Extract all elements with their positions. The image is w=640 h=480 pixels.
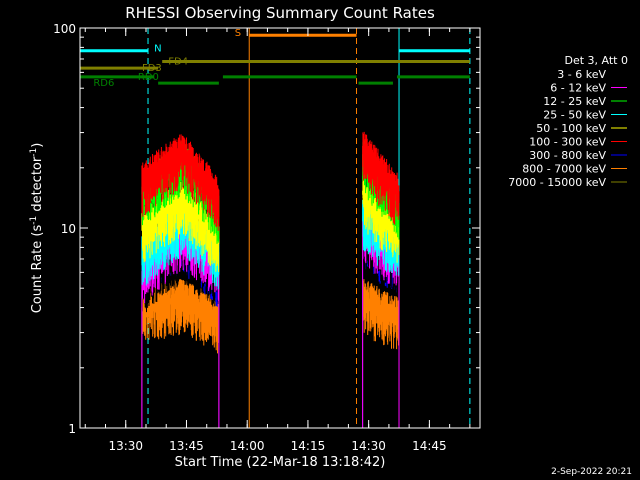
- y-tick-label: 100: [53, 22, 76, 36]
- x-tick-label: 13:45: [169, 439, 204, 453]
- flag-label-rd0: RD0: [138, 72, 159, 83]
- legend-entry-label: 300 - 800 keV: [529, 149, 606, 162]
- series-trace: [141, 134, 220, 231]
- legend-entry-label: 6 - 12 keV: [550, 82, 606, 95]
- y-axis-label-sup2: -1: [29, 148, 39, 157]
- plot-frame: [79, 27, 481, 429]
- x-tick-label: 14:30: [351, 439, 386, 453]
- x-tick-label: 14:15: [291, 439, 326, 453]
- legend-entry-label: 7000 - 15000 keV: [508, 176, 606, 189]
- y-axis-label-mid: detector: [30, 156, 45, 216]
- legend-entry-label: 25 - 50 keV: [543, 109, 606, 122]
- y-axis-label-end: ): [30, 143, 45, 148]
- flag-label-s: S: [235, 28, 241, 39]
- legend-entry-label: 3 - 6 keV: [557, 68, 606, 81]
- x-tick-label: 13:30: [108, 439, 143, 453]
- legend-entry-label: 12 - 25 keV: [543, 95, 606, 108]
- data-layer: N S FD3 FD4 RD0 RD6: [79, 28, 471, 428]
- chart-title: RHESSI Observing Summary Count Rates: [125, 4, 435, 22]
- x-axis-ticks: 13:30 13:45 14:00 14:15 14:30 14:45: [84, 28, 471, 453]
- x-axis-label: Start Time (22-Mar-18 13:18:42): [175, 455, 386, 470]
- series-trace: [362, 279, 400, 428]
- series-trace: [362, 131, 400, 225]
- series-800-7000-kev: [141, 279, 400, 428]
- legend-entry-label: 100 - 300 keV: [529, 136, 606, 149]
- footer-date: 2-Sep-2022 20:21: [551, 467, 632, 477]
- x-tick-label: 14:00: [230, 439, 265, 453]
- legend-title: Det 3, Att 0: [565, 54, 629, 67]
- flag-label-n: N: [154, 44, 161, 55]
- series-100-300-kev: [141, 131, 400, 231]
- y-tick-label: 10: [61, 222, 76, 236]
- flag-label-rd6: RD6: [93, 78, 114, 89]
- legend-entry-label: 800 - 7000 keV: [522, 163, 606, 176]
- flag-label-fd4: FD4: [168, 56, 188, 67]
- flag-label-fd3: FD3: [142, 63, 162, 74]
- y-axis-ticks: 1 10 100: [53, 22, 480, 436]
- legend-entry-label: 50 - 100 keV: [536, 122, 606, 135]
- y-axis-label: Count Rate (s-1 detector-1): [29, 143, 45, 314]
- y-axis-label-sup1: -1: [29, 216, 39, 225]
- y-tick-label: 1: [68, 422, 76, 436]
- x-tick-label: 14:45: [412, 439, 447, 453]
- y-axis-label-main: Count Rate (s: [30, 225, 45, 314]
